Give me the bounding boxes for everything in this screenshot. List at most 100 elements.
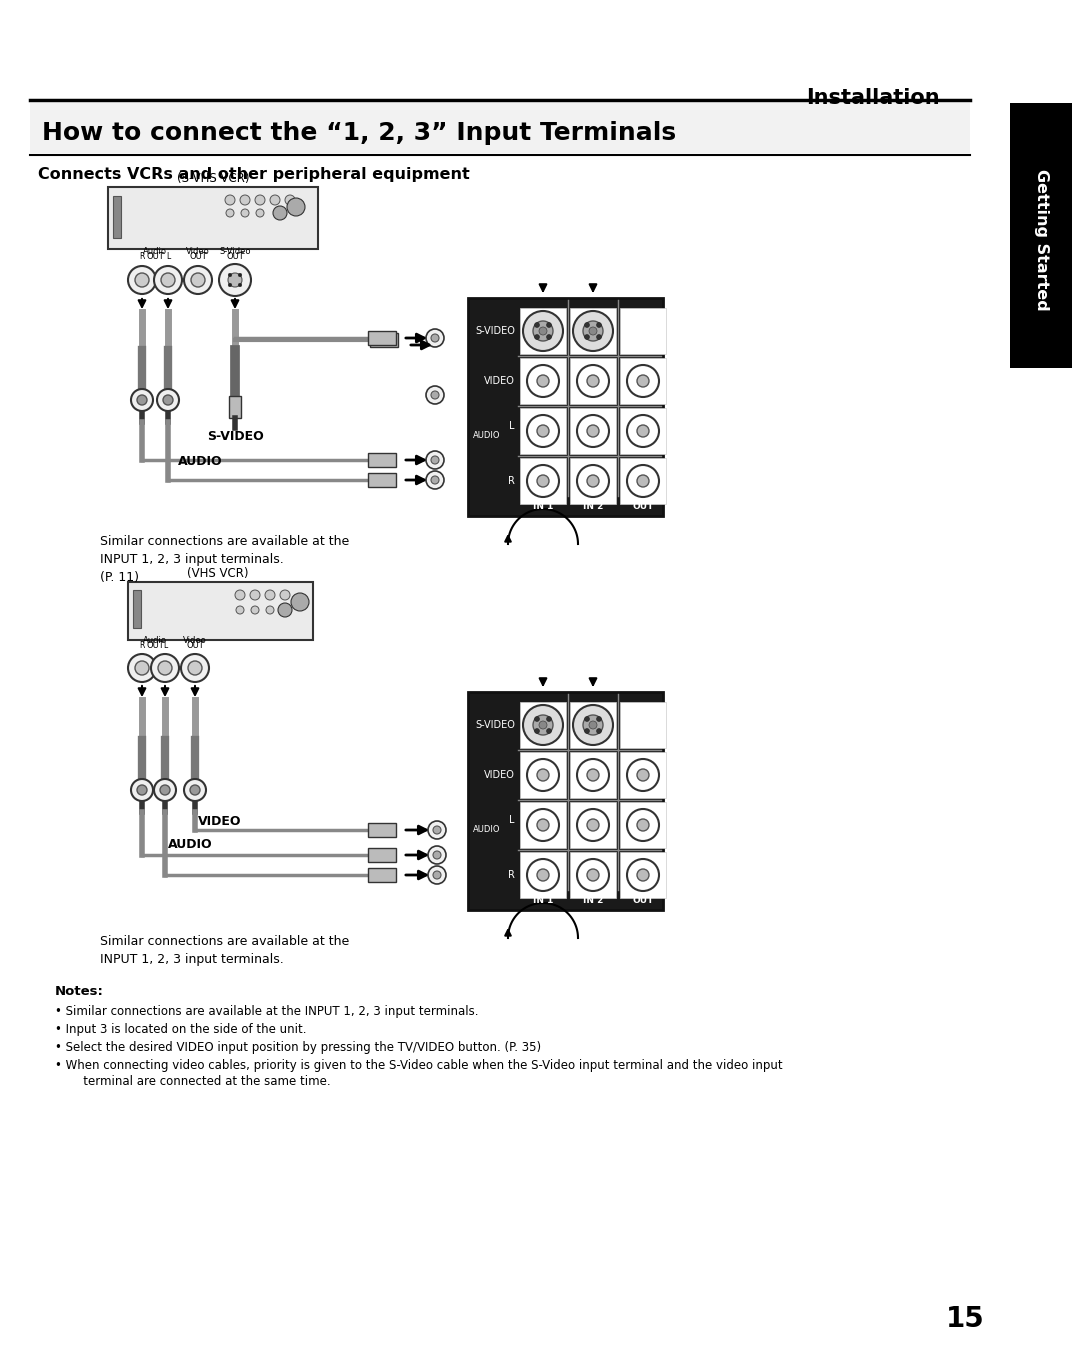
Circle shape (523, 705, 563, 746)
Circle shape (577, 759, 609, 791)
Text: L: L (510, 815, 515, 825)
Circle shape (584, 334, 590, 339)
Bar (368, 453, 396, 468)
Circle shape (154, 266, 183, 294)
Circle shape (535, 334, 540, 339)
Text: Similar connections are available at the
INPUT 1, 2, 3 input terminals.: Similar connections are available at the… (100, 935, 349, 966)
Bar (570, 852, 616, 898)
Text: OUT: OUT (632, 895, 653, 905)
Circle shape (588, 819, 599, 831)
Circle shape (226, 209, 234, 217)
Text: OUT: OUT (186, 641, 204, 650)
Bar (519, 358, 566, 403)
Circle shape (431, 457, 438, 463)
Circle shape (188, 661, 202, 675)
Circle shape (527, 859, 559, 891)
Circle shape (181, 654, 210, 682)
Circle shape (588, 769, 599, 781)
Text: OUT: OUT (632, 502, 653, 511)
Bar (129, 582, 313, 641)
Text: IN 1: IN 1 (532, 895, 553, 905)
Bar (368, 868, 396, 882)
Circle shape (280, 590, 291, 600)
Bar (519, 308, 566, 354)
Bar (519, 458, 566, 504)
Circle shape (433, 871, 441, 879)
Circle shape (537, 375, 549, 387)
Circle shape (527, 759, 559, 791)
Circle shape (588, 375, 599, 387)
Circle shape (426, 328, 444, 348)
Circle shape (537, 425, 549, 438)
Bar (570, 358, 616, 403)
Circle shape (239, 284, 242, 286)
Circle shape (228, 273, 242, 288)
Bar (620, 752, 666, 797)
Bar (620, 852, 666, 898)
Circle shape (573, 311, 613, 352)
Bar (229, 397, 241, 418)
Bar (620, 308, 666, 354)
Circle shape (273, 206, 287, 219)
Text: Video: Video (184, 637, 207, 645)
Circle shape (241, 209, 249, 217)
Text: • Similar connections are available at the INPUT 1, 2, 3 input terminals.: • Similar connections are available at t… (55, 1005, 478, 1018)
Bar (368, 848, 396, 861)
Text: R: R (139, 252, 145, 260)
Bar (30, 104, 970, 153)
Bar (519, 801, 566, 848)
Text: • When connecting video cables, priority is given to the S-Video cable when the : • When connecting video cables, priority… (55, 1059, 783, 1073)
Bar (519, 852, 566, 898)
Circle shape (577, 414, 609, 447)
Text: Audio: Audio (143, 637, 167, 645)
Circle shape (627, 859, 659, 891)
Text: Similar connections are available at the
INPUT 1, 2, 3 input terminals.
(P. 11): Similar connections are available at the… (100, 536, 349, 583)
Text: S-VIDEO: S-VIDEO (475, 720, 515, 731)
Circle shape (433, 826, 441, 834)
Circle shape (627, 810, 659, 841)
Circle shape (137, 395, 147, 405)
Text: terminal are connected at the same time.: terminal are connected at the same time. (72, 1075, 330, 1088)
Circle shape (637, 375, 649, 387)
Text: AUDIO: AUDIO (167, 838, 213, 851)
Circle shape (240, 195, 249, 204)
Circle shape (535, 728, 540, 733)
Text: • Input 3 is located on the side of the unit.: • Input 3 is located on the side of the … (55, 1024, 307, 1036)
Bar (570, 408, 616, 454)
Circle shape (163, 395, 173, 405)
Bar (368, 331, 396, 345)
Circle shape (191, 273, 205, 288)
Bar (108, 187, 318, 249)
Text: S-Video: S-Video (219, 247, 251, 256)
Text: 15: 15 (946, 1304, 985, 1333)
Bar (113, 196, 121, 239)
Circle shape (627, 365, 659, 397)
Text: IN 1: IN 1 (532, 502, 553, 511)
Circle shape (596, 323, 602, 327)
Circle shape (539, 327, 546, 335)
Circle shape (537, 870, 549, 880)
Circle shape (539, 721, 546, 729)
Circle shape (219, 264, 251, 296)
Text: OUT: OUT (189, 252, 207, 260)
Circle shape (535, 717, 540, 721)
Text: Getting Started: Getting Started (1034, 169, 1049, 311)
Circle shape (190, 785, 200, 795)
Circle shape (426, 386, 444, 403)
Circle shape (266, 607, 274, 613)
Circle shape (588, 474, 599, 487)
Circle shape (135, 273, 149, 288)
Circle shape (534, 322, 553, 341)
Circle shape (535, 323, 540, 327)
Circle shape (584, 717, 590, 721)
Circle shape (235, 590, 245, 600)
Circle shape (546, 334, 552, 339)
Circle shape (228, 284, 232, 286)
Circle shape (577, 810, 609, 841)
Circle shape (287, 198, 305, 215)
Circle shape (251, 607, 259, 613)
Text: R: R (508, 870, 515, 880)
Circle shape (577, 465, 609, 497)
Bar (370, 333, 399, 348)
Circle shape (131, 780, 153, 801)
